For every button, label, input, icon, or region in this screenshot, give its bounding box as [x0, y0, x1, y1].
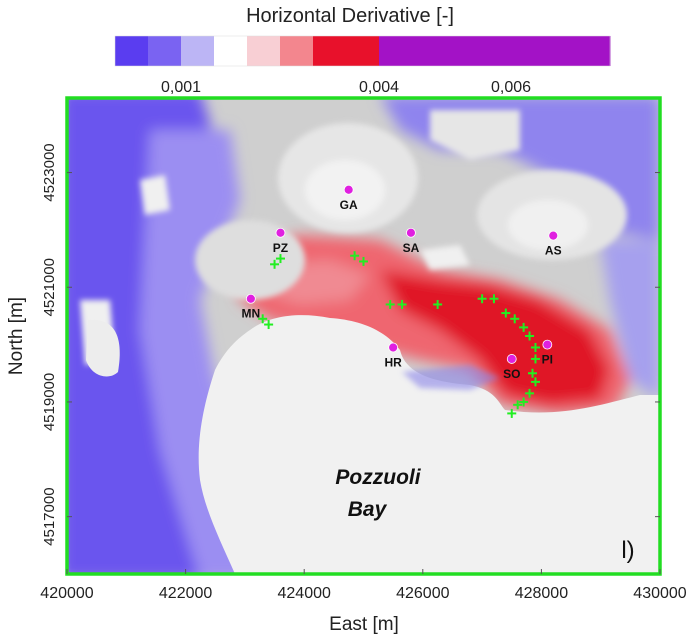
colorbar-segment: [478, 36, 512, 66]
station-label: SA: [403, 241, 420, 255]
station-label: SO: [503, 367, 520, 381]
y-tick-label: 4523000: [41, 143, 58, 201]
y-axis-ticks: 4517000 4519000 4521000 4523000: [41, 143, 660, 546]
colorbar-segment: [445, 36, 479, 66]
cross-marker: [519, 397, 529, 407]
cross-marker: [510, 314, 520, 324]
cross-marker: [397, 299, 407, 309]
x-tick-label: 424000: [278, 585, 331, 602]
colorbar: [114, 35, 611, 67]
station-marker: [245, 293, 256, 304]
y-tick-label: 4517000: [41, 487, 58, 545]
annotation-bay: Bay: [348, 498, 388, 521]
colorbar-segment: [412, 36, 446, 66]
cross-marker: [350, 251, 360, 261]
colorbar-segment: [181, 36, 215, 66]
cross-marker: [513, 400, 523, 410]
x-tick-label: 426000: [396, 585, 449, 602]
cross-marker: [530, 354, 540, 364]
colorbar-segment: [544, 36, 578, 66]
cross-marker: [501, 308, 511, 318]
station-label: MN: [241, 307, 260, 321]
pozzuoli-bay-sea: [198, 315, 660, 574]
cross-marker: [270, 259, 280, 269]
station-marker: [506, 354, 517, 364]
x-axis-ticks: 420000 422000 424000 426000 428000 430000: [40, 569, 687, 602]
colorbar-segment: [577, 36, 611, 66]
station-label: HR: [384, 355, 402, 369]
cross-marker: [489, 294, 499, 304]
cross-marker: [530, 342, 540, 352]
y-tick-label: 4519000: [41, 373, 58, 431]
colorbar-title: Horizontal Derivative [-]: [246, 5, 454, 27]
cross-marker: [530, 377, 540, 387]
colorbar-tick-labels: 0,001 0,004 0,006: [161, 79, 531, 96]
x-tick-label: 420000: [40, 585, 93, 602]
colorbar-segment: [247, 36, 281, 66]
cross-marker: [507, 408, 517, 418]
colorbar-tick-label: 0,006: [491, 79, 531, 96]
x-tick-label: 422000: [159, 585, 212, 602]
cross-marker: [385, 299, 395, 309]
y-tick-label: 4521000: [41, 258, 58, 316]
cross-marker: [525, 331, 535, 341]
cross-marker: [275, 254, 285, 264]
cross-marker: [519, 322, 529, 332]
colorbar-segment: [379, 36, 413, 66]
cross-marker: [528, 368, 538, 378]
cross-marker: [477, 294, 487, 304]
cross-marker: [525, 388, 535, 398]
station-marker: [275, 227, 286, 238]
colorbar-segment: [115, 36, 149, 66]
colorbar-tick-label: 0,004: [359, 79, 399, 96]
panel-label: l): [621, 537, 634, 564]
plot-frame: [65, 96, 662, 576]
colorbar-segment: [214, 36, 248, 66]
y-axis-label: North [m]: [6, 297, 27, 375]
cross-marker: [258, 314, 268, 324]
colorbar-segment: [148, 36, 182, 66]
station-label: PZ: [273, 241, 288, 255]
cross-marker: [433, 299, 443, 309]
station-label: GA: [340, 198, 358, 212]
colorbar-segment: [280, 36, 314, 66]
cross-markers: [258, 251, 540, 418]
station-marker: [548, 230, 559, 241]
station-marker: [343, 184, 354, 195]
colorbar-segment: [313, 36, 347, 66]
colorbar-border: [114, 35, 611, 67]
colorbar-segment: [511, 36, 545, 66]
station-label: PI: [542, 353, 553, 367]
station-label: AS: [545, 244, 562, 258]
x-tick-label: 430000: [633, 585, 686, 602]
cross-marker: [264, 320, 274, 330]
station-marker: [406, 227, 416, 238]
station-marker: [542, 339, 553, 350]
x-axis-label: East [m]: [329, 614, 399, 635]
x-tick-label: 428000: [515, 585, 568, 602]
station-marker: [388, 342, 399, 353]
station-markers: GA PZ SA AS MN HR SO PI: [241, 184, 562, 381]
colorbar-tick-label: 0,001: [161, 79, 201, 96]
annotation-pozzuoli: Pozzuoli: [335, 466, 421, 489]
colorbar-segment: [346, 36, 380, 66]
cross-marker: [359, 256, 368, 266]
